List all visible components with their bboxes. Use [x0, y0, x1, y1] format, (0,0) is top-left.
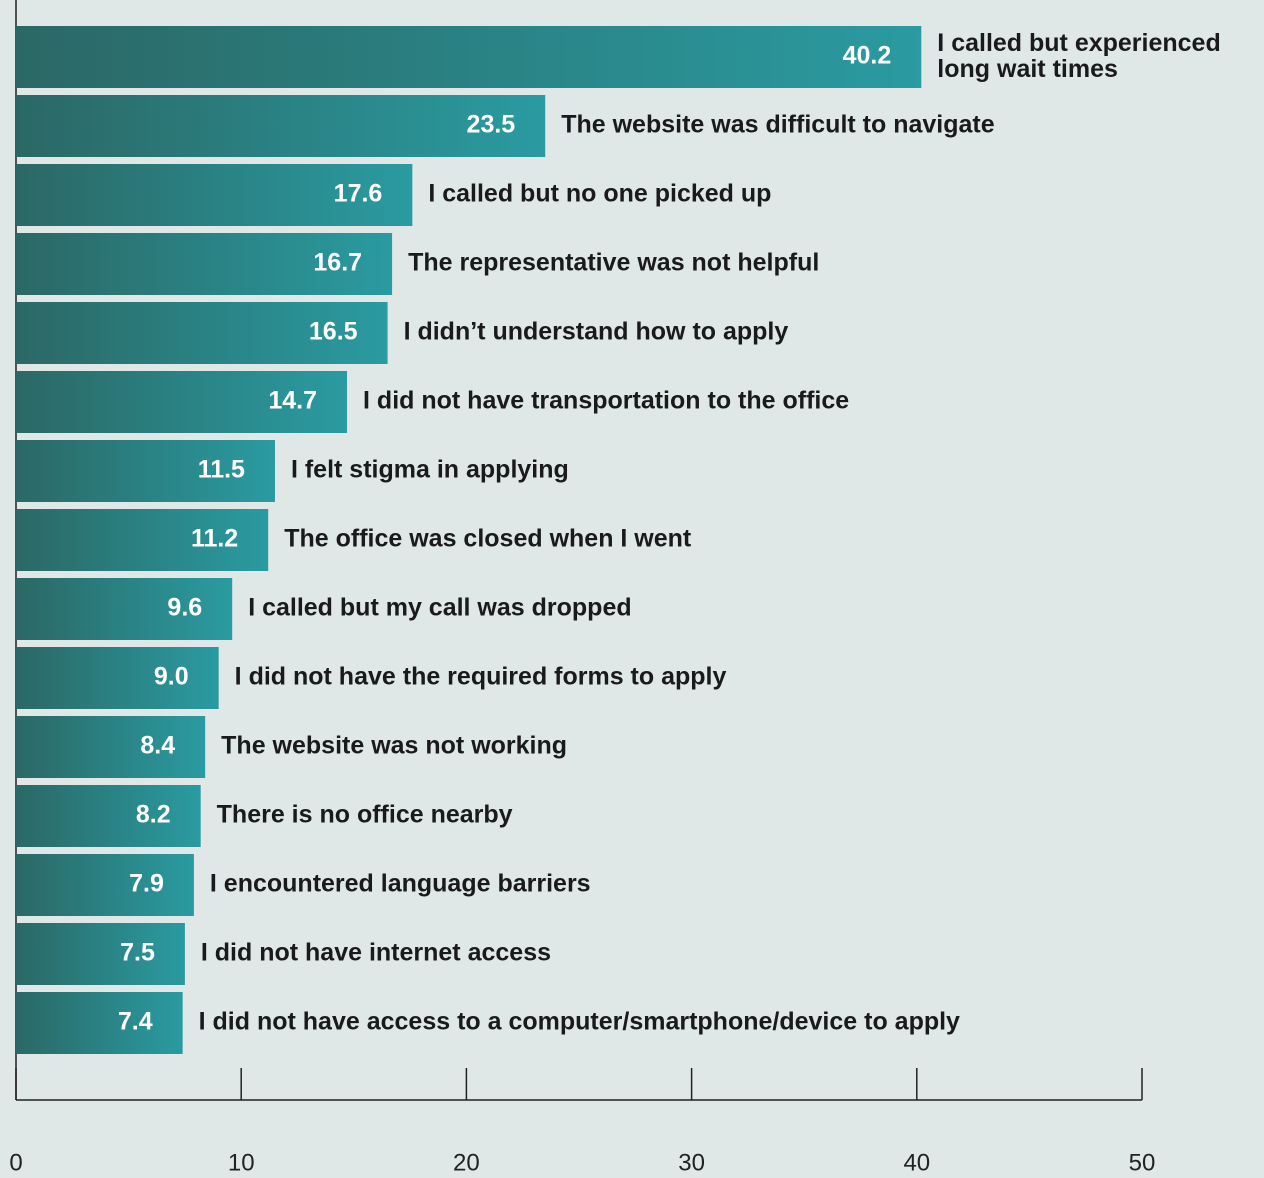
bar — [16, 578, 233, 640]
category-label: I called but no one picked up — [428, 180, 771, 208]
bar — [16, 716, 206, 778]
category-label: There is no office nearby — [217, 801, 513, 829]
x-tick-label: 30 — [678, 1149, 705, 1176]
category-label: I did not have transportation to the off… — [363, 387, 849, 415]
category-label: I didn’t understand how to apply — [404, 318, 789, 346]
value-label: 11.5 — [198, 456, 245, 484]
bar — [16, 992, 183, 1054]
category-label: I did not have the required forms to app… — [235, 663, 727, 691]
bar — [16, 26, 922, 88]
bar — [16, 302, 388, 364]
value-label: 16.5 — [309, 318, 358, 346]
bar — [16, 854, 194, 916]
category-label: I called but my call was dropped — [248, 594, 631, 622]
value-label: 9.6 — [167, 594, 202, 622]
category-label: The office was closed when I went — [284, 525, 692, 553]
category-label: I encountered language barriers — [210, 870, 591, 898]
bar — [16, 371, 348, 433]
value-label: 7.4 — [118, 1008, 153, 1036]
value-label: 11.2 — [191, 525, 238, 553]
category-label: I felt stigma in applying — [291, 456, 569, 484]
bar — [16, 440, 275, 502]
category-label: The representative was not helpful — [408, 249, 819, 277]
bar — [16, 923, 185, 985]
category-label: The website was difficult to navigate — [561, 111, 995, 139]
bar — [16, 95, 546, 157]
bar — [16, 233, 393, 295]
bar — [16, 785, 201, 847]
value-label: 9.0 — [154, 663, 189, 691]
x-tick-label: 40 — [903, 1149, 930, 1176]
bar — [16, 647, 219, 709]
bar — [16, 509, 269, 571]
value-label: 23.5 — [467, 111, 516, 139]
value-label: 8.4 — [140, 732, 175, 760]
category-label-line: long wait times — [937, 55, 1118, 83]
category-label: The website was not working — [221, 732, 567, 760]
category-label: I called but experienced long wait times — [937, 29, 1220, 83]
category-label: I did not have access to a computer/smar… — [199, 1008, 960, 1036]
x-tick-label: 50 — [1129, 1149, 1156, 1176]
value-label: 8.2 — [136, 801, 171, 829]
x-tick-label: 10 — [228, 1149, 255, 1176]
x-tick-label: 0 — [9, 1149, 22, 1176]
bar — [16, 164, 413, 226]
value-label: 7.5 — [120, 939, 155, 967]
value-label: 40.2 — [843, 42, 892, 70]
value-label: 14.7 — [268, 387, 317, 415]
value-label: 7.9 — [129, 870, 164, 898]
x-tick-label: 20 — [453, 1149, 480, 1176]
category-label-line: I called but experienced — [937, 29, 1220, 57]
value-label: 16.7 — [313, 249, 362, 277]
value-label: 17.6 — [334, 180, 383, 208]
category-label: I did not have internet access — [201, 939, 551, 967]
